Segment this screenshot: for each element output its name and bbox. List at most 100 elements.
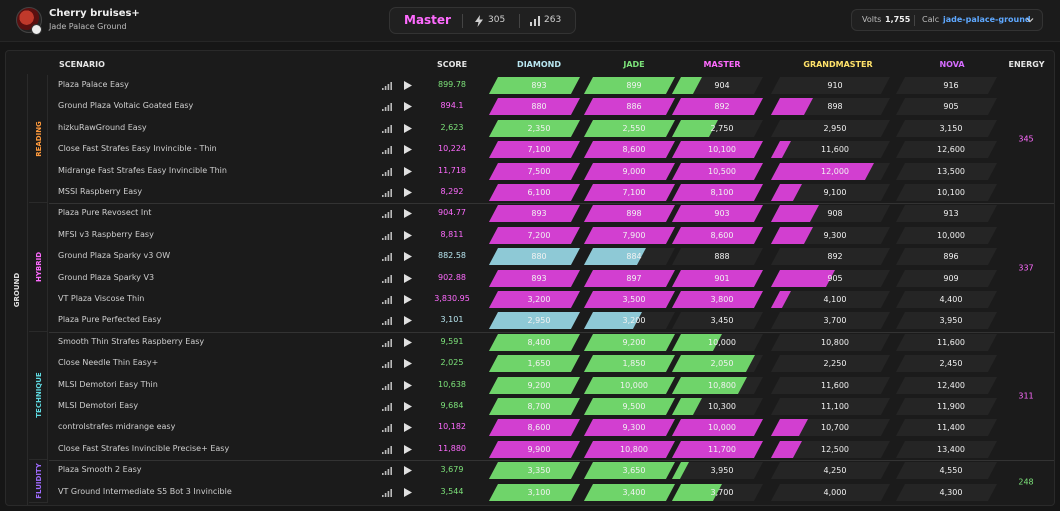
- threshold-value: 1,650: [527, 359, 551, 369]
- play-icon[interactable]: [404, 252, 412, 262]
- calc-selector[interactable]: Volts 1,755 Calc jade-palace-ground: [851, 9, 1043, 31]
- play-icon[interactable]: [404, 466, 412, 476]
- group-energy: 248: [1018, 477, 1034, 487]
- bar-chart-icon: [530, 16, 540, 26]
- table-row[interactable]: Ground Plaza Sparky V3 902.88: [49, 268, 999, 289]
- table-row[interactable]: Ground Plaza Voltaic Goated Easy 894.1: [49, 96, 999, 117]
- play-icon[interactable]: [404, 188, 412, 197]
- threshold-value: 9,300: [622, 423, 646, 433]
- table-row[interactable]: Plaza Pure Perfected Easy 3,101: [49, 310, 999, 331]
- threshold-value: 3,200: [527, 295, 551, 304]
- score-value: 8,292: [440, 187, 464, 196]
- col-grandmaster: GRANDMASTER: [803, 60, 873, 69]
- scenario-name[interactable]: VT Plaza Viscose Thin: [58, 294, 145, 303]
- threshold-value: 3,400: [622, 487, 646, 497]
- threshold-diamond: 9,200: [488, 376, 584, 394]
- threshold-grandmaster: 898: [770, 98, 894, 116]
- play-icon[interactable]: [404, 359, 412, 369]
- table-row[interactable]: Close Fast Strafes Invincible Precise+ E…: [49, 439, 999, 460]
- play-icon[interactable]: [404, 81, 412, 90]
- scenario-name[interactable]: MLSI Demotori Easy Thin: [58, 379, 158, 389]
- table-row[interactable]: VT Ground Intermediate S5 Bot 3 Invincib…: [49, 482, 999, 503]
- scenario-name[interactable]: Ground Plaza Sparky V3: [58, 272, 155, 282]
- scenario-name[interactable]: Plaza Pure Perfected Easy: [58, 315, 162, 325]
- threshold-diamond: 893: [488, 77, 584, 94]
- table-row[interactable]: Midrange Fast Strafes Easy Invincible Th…: [49, 161, 999, 182]
- table-row[interactable]: MLSI Demotori Easy 9,684: [49, 396, 999, 417]
- threshold-value: 4,250: [823, 466, 847, 476]
- play-icon[interactable]: [404, 145, 412, 155]
- table-row[interactable]: Ground Plaza Sparky v3 OW 882.58: [49, 246, 999, 267]
- threshold-master: 8,600: [671, 226, 767, 244]
- threshold-jade: 3,400: [583, 483, 679, 501]
- threshold-value: 7,200: [527, 230, 551, 240]
- play-icon[interactable]: [404, 230, 412, 240]
- scenario-name[interactable]: Close Needle Thin Easy+: [58, 358, 159, 368]
- table-row[interactable]: Plaza Palace Easy 899.78: [49, 75, 999, 96]
- threshold-value: 3,700: [823, 316, 847, 326]
- play-icon[interactable]: [404, 402, 412, 411]
- energy-value: 305: [488, 15, 506, 25]
- scenario-name[interactable]: Ground Plaza Sparky v3 OW: [58, 251, 171, 261]
- table-row[interactable]: Close Needle Thin Easy+ 2,025: [49, 353, 999, 374]
- score-value: 3,679: [440, 465, 464, 475]
- scenario-name[interactable]: MLSI Demotori Easy: [58, 401, 139, 410]
- threshold-value: 893: [531, 81, 547, 90]
- table-row[interactable]: VT Plaza Viscose Thin 3,830.95: [49, 289, 999, 310]
- scenario-name[interactable]: Plaza Pure Revosect Int: [58, 208, 152, 218]
- threshold-nova: 4,550: [895, 462, 1001, 480]
- scenario-name[interactable]: Close Fast Strafes Invincible Precise+ E…: [58, 443, 230, 453]
- threshold-nova: 11,600: [895, 333, 1001, 351]
- table-row[interactable]: Close Fast Strafes Easy Invincible - Thi…: [49, 139, 999, 160]
- table-row[interactable]: controlstrafes midrange easy 10,182: [49, 417, 999, 438]
- table-row[interactable]: MLSI Demotori Easy Thin 10,638: [49, 375, 999, 396]
- play-icon[interactable]: [404, 487, 412, 497]
- table-row[interactable]: hizkuRawGround Easy 2,623: [49, 118, 999, 139]
- scenario-name[interactable]: controlstrafes midrange easy: [58, 422, 176, 432]
- play-icon[interactable]: [404, 423, 412, 433]
- play-icon[interactable]: [404, 380, 412, 390]
- play-icon[interactable]: [404, 444, 412, 454]
- play-icon[interactable]: [404, 337, 412, 347]
- scenario-name[interactable]: MFSI v3 Raspberry Easy: [58, 229, 154, 239]
- threshold-value: 12,000: [821, 166, 849, 176]
- table-row[interactable]: Plaza Smooth 2 Easy 3,679: [49, 460, 999, 481]
- play-icon[interactable]: [404, 209, 412, 219]
- play-icon[interactable]: [404, 102, 412, 112]
- table-row[interactable]: Smooth Thin Strafes Raspberry Easy 9,591: [49, 332, 999, 353]
- play-icon[interactable]: [404, 273, 412, 283]
- subcategory-reading: READING: [29, 75, 48, 204]
- scenario-name[interactable]: Plaza Palace Easy: [58, 80, 129, 89]
- threshold-value: 13,500: [937, 166, 965, 176]
- threshold-value: 7,900: [622, 230, 646, 240]
- scenario-name[interactable]: Ground Plaza Voltaic Goated Easy: [58, 101, 194, 111]
- table-row[interactable]: MSSI Raspberry Easy 8,292: [49, 182, 999, 203]
- scenario-name[interactable]: MSSI Raspberry Easy: [58, 187, 143, 196]
- scenario-name[interactable]: Smooth Thin Strafes Raspberry Easy: [58, 336, 205, 346]
- play-icon[interactable]: [404, 295, 412, 304]
- threshold-jade: 9,500: [583, 398, 679, 415]
- threshold-value: 4,400: [939, 295, 963, 304]
- play-icon[interactable]: [404, 123, 412, 133]
- threshold-grandmaster: 3,700: [770, 312, 894, 330]
- table-row[interactable]: MFSI v3 Raspberry Easy 8,811: [49, 225, 999, 246]
- table-row[interactable]: Plaza Pure Revosect Int 904.77: [49, 203, 999, 224]
- threshold-grandmaster: 9,300: [770, 226, 894, 244]
- scenario-name[interactable]: VT Ground Intermediate S5 Bot 3 Invincib…: [58, 486, 232, 496]
- divider: [462, 14, 463, 28]
- scenario-name[interactable]: hizkuRawGround Easy: [58, 122, 147, 132]
- play-icon[interactable]: [404, 166, 412, 176]
- col-energy: ENERGY: [1008, 60, 1045, 69]
- user-benchmark: Jade Palace Ground: [49, 22, 127, 31]
- chevron-down-icon[interactable]: [1026, 16, 1034, 24]
- threshold-value: 10,100: [708, 145, 736, 155]
- play-icon[interactable]: [404, 316, 412, 326]
- threshold-nova: 916: [895, 77, 1001, 94]
- scenario-name[interactable]: Close Fast Strafes Easy Invincible - Thi…: [58, 144, 217, 154]
- avatar[interactable]: [16, 7, 42, 33]
- threshold-value: 3,950: [710, 466, 734, 476]
- scenario-name[interactable]: Midrange Fast Strafes Easy Invincible Th…: [58, 165, 227, 175]
- scenario-name[interactable]: Plaza Smooth 2 Easy: [58, 465, 142, 475]
- threshold-grandmaster: 4,100: [770, 291, 894, 308]
- threshold-jade: 1,850: [583, 355, 679, 373]
